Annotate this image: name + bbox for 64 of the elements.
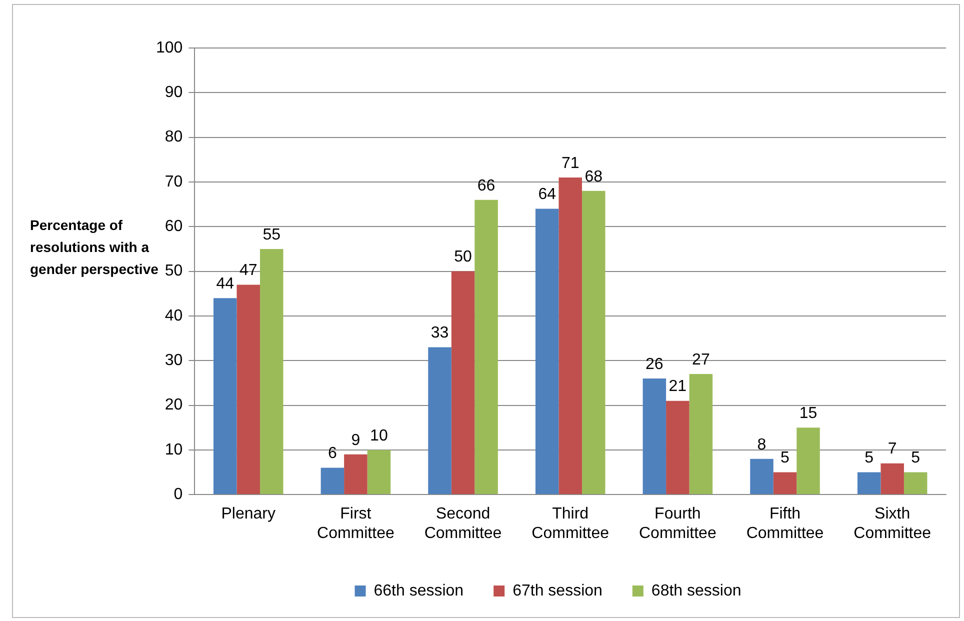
- legend-label: 68th session: [651, 582, 742, 600]
- data-label: 66: [477, 177, 496, 194]
- data-label: 55: [262, 226, 281, 244]
- bar: [642, 378, 666, 494]
- data-label: 8: [757, 436, 766, 454]
- bar: [558, 178, 582, 494]
- bar: [857, 472, 881, 494]
- bar: [535, 208, 559, 494]
- y-tick-label: 70: [164, 173, 183, 190]
- bar: [260, 248, 284, 494]
- bar: [904, 472, 928, 494]
- data-label: 64: [538, 186, 556, 204]
- x-tick-label: Fourth Committee: [638, 506, 716, 542]
- data-label: 5: [911, 450, 920, 467]
- bar: [367, 450, 391, 494]
- data-label: 5: [864, 450, 874, 467]
- y-tick-label: 50: [164, 262, 183, 280]
- y-tick-label: 0: [174, 486, 183, 504]
- data-label: 33: [430, 324, 449, 342]
- bar: [666, 400, 690, 494]
- bar: [689, 374, 713, 494]
- bar: [236, 284, 260, 494]
- bar: [320, 468, 344, 494]
- data-label: 15: [799, 405, 818, 422]
- bar: [451, 271, 475, 494]
- data-label: 26: [646, 356, 664, 373]
- data-label: 5: [780, 450, 790, 467]
- y-axis-title: Percentage of resolutions with a gender perspective: [30, 217, 158, 277]
- bar: [474, 200, 498, 494]
- data-label: 7: [888, 440, 897, 458]
- bar: [428, 347, 452, 494]
- data-label: 10: [370, 427, 388, 444]
- bar: [344, 454, 368, 494]
- legend-label: 67th session: [512, 582, 602, 600]
- data-label: 27: [692, 351, 710, 368]
- y-tick-label: 60: [164, 218, 183, 236]
- data-label: 47: [239, 262, 258, 280]
- data-label: 21: [668, 378, 687, 396]
- x-tick-label: Second Committee: [424, 506, 502, 542]
- y-tick-label: 10: [164, 441, 183, 458]
- y-tick-label: 30: [164, 352, 183, 370]
- bar: [773, 472, 797, 494]
- bar: [213, 298, 237, 494]
- x-tick-label: Plenary: [221, 506, 276, 523]
- bar: [750, 458, 774, 494]
- data-label: 6: [328, 445, 337, 462]
- data-label: 50: [454, 248, 472, 266]
- bar: [796, 428, 820, 494]
- legend-label: 66th session: [374, 582, 464, 600]
- data-label: 9: [351, 432, 360, 449]
- bar: [880, 463, 904, 494]
- x-tick-label: Fifth Committee: [746, 506, 824, 542]
- y-tick-label: 40: [164, 307, 183, 324]
- y-tick-label: 100: [156, 39, 183, 56]
- x-tick-label: Third Committee: [532, 506, 610, 542]
- data-label: 44: [216, 276, 234, 292]
- y-tick-label: 80: [164, 128, 183, 146]
- x-tick-label: First Committee: [317, 506, 394, 542]
- y-tick-label: 20: [164, 396, 183, 414]
- y-tick-label: 90: [164, 84, 183, 102]
- data-label: 71: [561, 154, 580, 172]
- data-label: 68: [584, 168, 603, 186]
- x-tick-label: Sixth Committee: [854, 506, 932, 542]
- bar: [582, 190, 606, 494]
